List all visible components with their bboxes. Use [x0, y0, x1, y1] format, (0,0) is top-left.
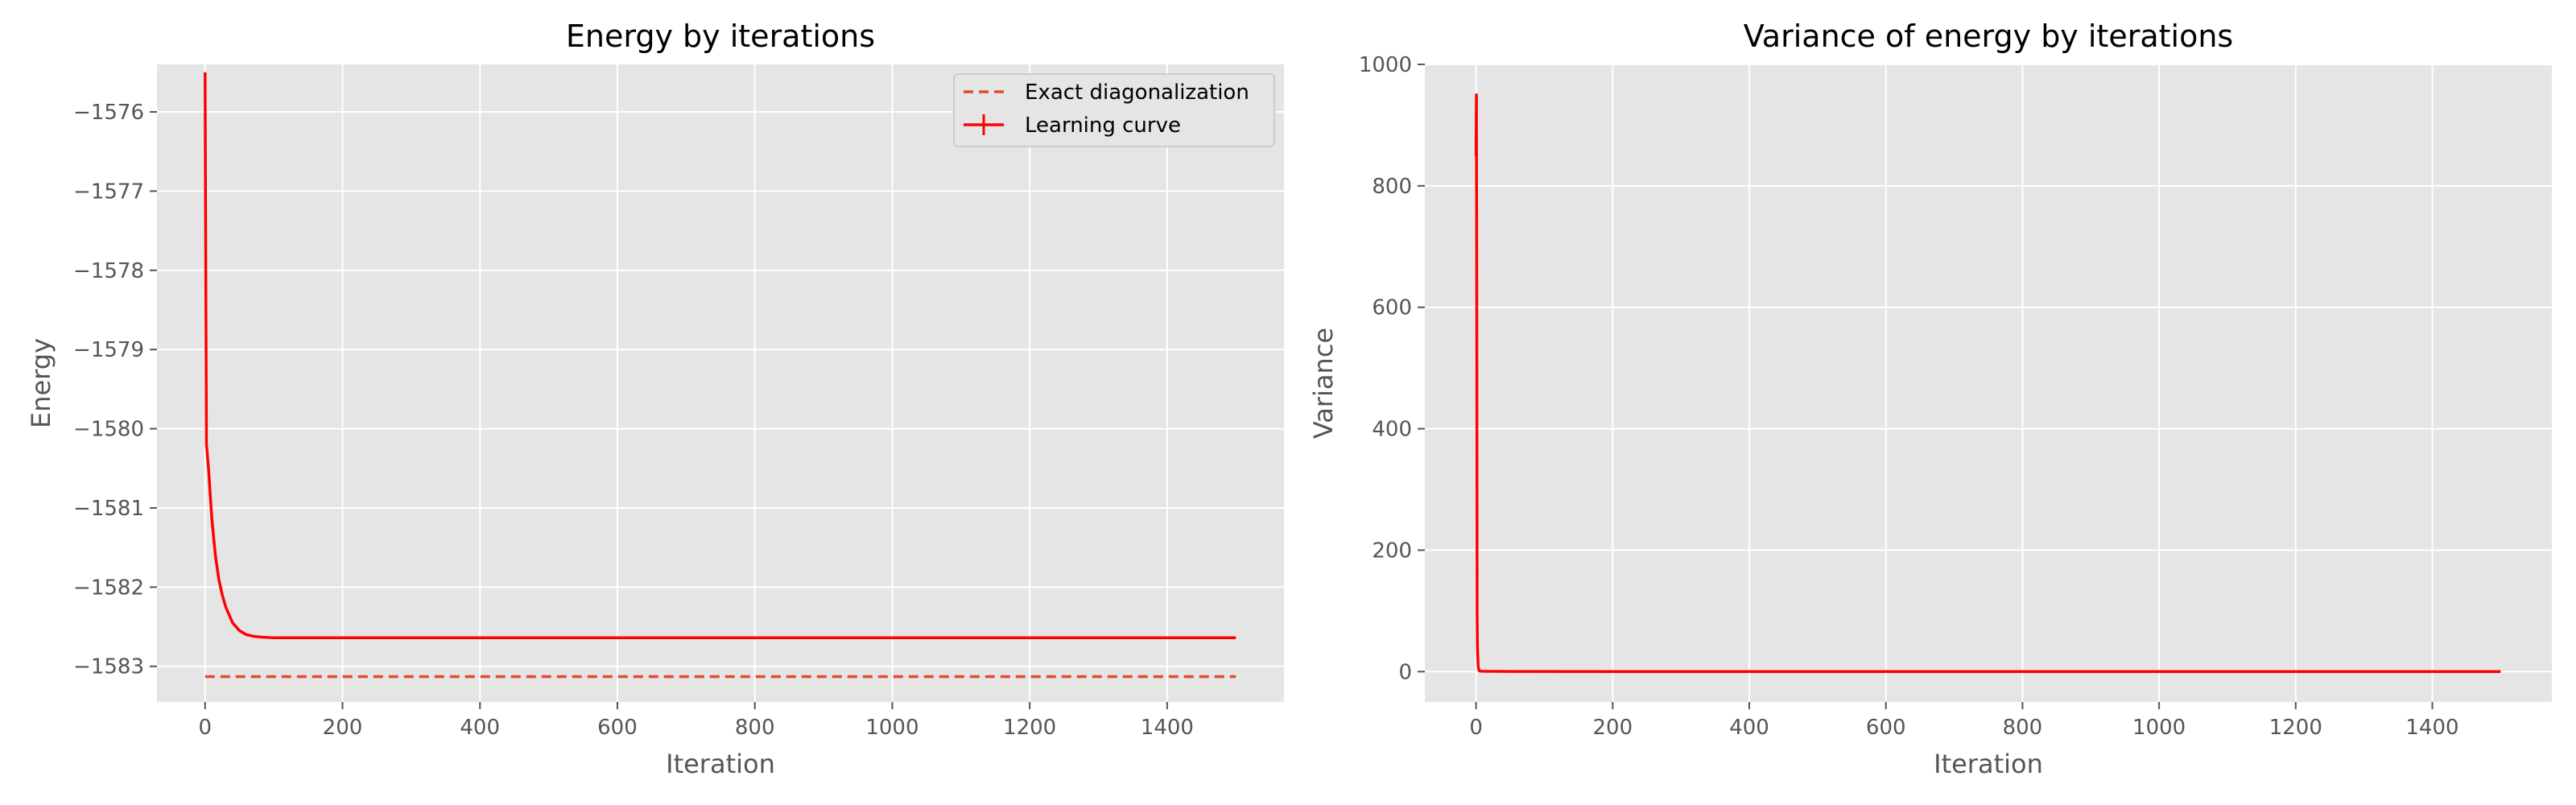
variance-y-tick-label: 0	[1398, 660, 1412, 684]
variance-y-tick-label: 1000	[1359, 53, 1412, 77]
energy-y-tick-label: −1580	[73, 418, 144, 442]
variance-y-tick-label: 600	[1372, 296, 1412, 320]
energy-x-tick-label: 1400	[1141, 716, 1194, 740]
variance-x-tick-label: 0	[1469, 716, 1483, 740]
energy-chart: 0 200 400 600 800 1000 1200 1400 −1583 −1582 −1581…	[26, 19, 1284, 779]
energy-x-tick-label: 0	[198, 716, 212, 740]
variance-series	[1474, 93, 2501, 673]
energy-ticks: 0 200 400 600 800 1000 1200 1400 −1583 −1582 −1581…	[73, 101, 1194, 740]
energy-y-axis-label: Energy	[26, 338, 56, 428]
variance-x-tick-label: 600	[1866, 716, 1906, 740]
energy-y-tick-label: −1581	[73, 497, 144, 521]
legend-exact-label: Exact diagonalization	[1025, 80, 1249, 105]
variance-series-line-0	[1474, 93, 2501, 673]
energy-chart-title: Energy by iterations	[566, 19, 875, 54]
variance-y-tick-label: 800	[1372, 175, 1412, 199]
energy-x-tick-label: 600	[597, 716, 638, 740]
energy-plot-area	[157, 64, 1284, 702]
energy-gridlines	[157, 64, 1284, 702]
variance-x-tick-label: 800	[2003, 716, 2043, 740]
energy-x-tick-label: 400	[460, 716, 500, 740]
legend-learning-label: Learning curve	[1025, 114, 1181, 138]
energy-legend: Exact diagonalization Learning curve	[953, 73, 1275, 147]
energy-series-line-1	[204, 72, 1236, 640]
energy-x-tick-label: 800	[735, 716, 775, 740]
variance-x-tick-label: 1000	[2132, 716, 2186, 740]
energy-y-tick-label: −1577	[73, 180, 144, 204]
variance-y-axis-label: Variance	[1308, 328, 1339, 439]
variance-chart-title: Variance of energy by iterations	[1744, 19, 2233, 54]
variance-x-tick-label: 1200	[2269, 716, 2322, 740]
energy-y-tick-label: −1582	[73, 576, 144, 600]
energy-y-tick-label: −1583	[73, 655, 144, 679]
energy-x-axis-label: Iteration	[666, 749, 775, 779]
variance-x-axis-label: Iteration	[1934, 749, 2043, 779]
variance-y-tick-label: 200	[1372, 539, 1412, 563]
energy-y-tick-label: −1578	[73, 259, 144, 283]
energy-x-tick-label: 200	[323, 716, 363, 740]
variance-ticks: 0 200 400 600 800 1000 1200 1400 0 200 400 600 800 10…	[1359, 53, 2459, 740]
legend-frame	[953, 73, 1275, 147]
energy-y-tick-label: −1579	[73, 338, 144, 362]
variance-x-tick-label: 400	[1729, 716, 1769, 740]
energy-x-tick-label: 1200	[1003, 716, 1056, 740]
variance-y-tick-label: 400	[1372, 418, 1412, 442]
variance-plot-area	[1425, 64, 2552, 702]
energy-x-tick-label: 1000	[865, 716, 919, 740]
variance-chart: 0 200 400 600 800 1000 1200 1400 0 200 400 600 800 10…	[1308, 19, 2552, 779]
energy-series	[204, 72, 1236, 679]
energy-y-tick-label: −1576	[73, 101, 144, 125]
variance-x-tick-label: 200	[1593, 716, 1633, 740]
variance-x-tick-label: 1400	[2405, 716, 2458, 740]
